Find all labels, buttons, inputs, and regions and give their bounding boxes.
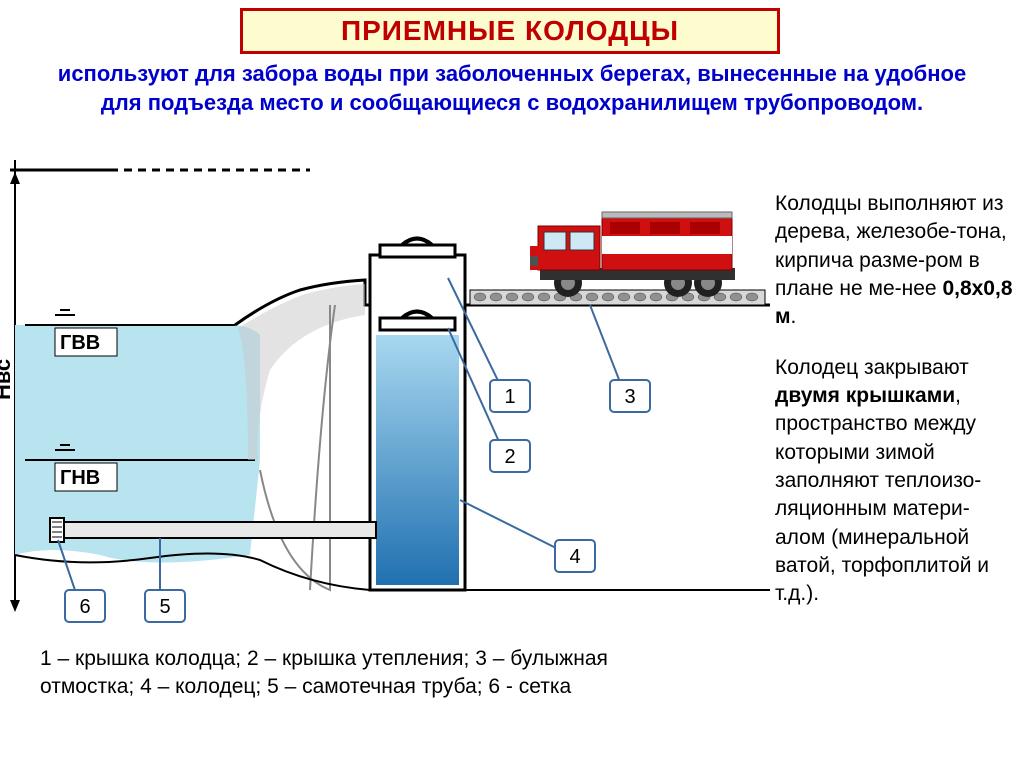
label-hvs: Нвс bbox=[0, 359, 15, 400]
diagram-container: Нвс ГВВ ГНВ bbox=[0, 160, 770, 640]
subtitle-text: используют для забора воды при заболочен… bbox=[40, 60, 984, 117]
cobblestone bbox=[470, 290, 765, 305]
side-p2b: двумя крышками bbox=[775, 384, 955, 407]
well-diagram: Нвс ГВВ ГНВ bbox=[0, 160, 770, 640]
side-p2c: , пространство между которыми зимой запо… bbox=[775, 384, 989, 605]
page-title: ПРИЕМНЫЕ КОЛОДЦЫ bbox=[341, 15, 679, 46]
tag-5: 5 bbox=[159, 596, 170, 618]
side-p2a: Колодец закрывают bbox=[775, 356, 969, 379]
water-upper bbox=[15, 325, 260, 460]
water-lower bbox=[15, 460, 260, 563]
tag-1: 1 bbox=[504, 386, 515, 408]
legend-text: 1 – крышка колодца; 2 – крышка утепления… bbox=[40, 645, 660, 702]
label-gvv: ГВВ bbox=[60, 332, 100, 354]
label-gnv: ГНВ bbox=[60, 467, 100, 489]
side-description: Колодцы выполняют из дерева, железобе-то… bbox=[775, 190, 1015, 631]
tag-4: 4 bbox=[569, 546, 580, 568]
tag-2: 2 bbox=[504, 446, 515, 468]
well-water bbox=[376, 335, 459, 585]
tag-3: 3 bbox=[624, 386, 635, 408]
side-p1c: . bbox=[791, 305, 797, 328]
gravity-pipe bbox=[60, 522, 376, 538]
title-box: ПРИЕМНЫЕ КОЛОДЦЫ bbox=[240, 8, 780, 54]
tag-6: 6 bbox=[79, 596, 90, 618]
fire-truck bbox=[530, 212, 735, 297]
